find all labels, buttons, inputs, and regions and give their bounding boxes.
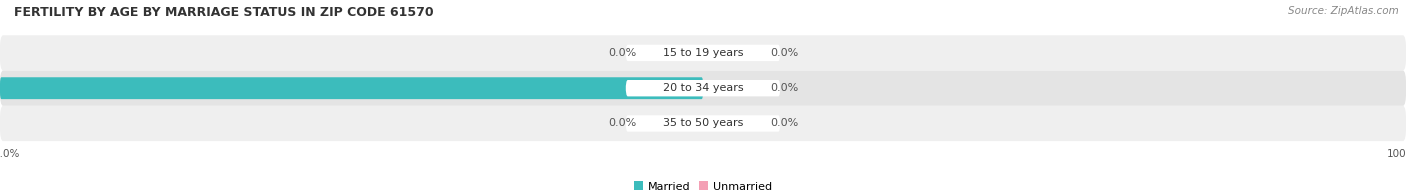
FancyBboxPatch shape: [647, 47, 703, 59]
FancyBboxPatch shape: [703, 117, 759, 130]
Text: 0.0%: 0.0%: [770, 118, 799, 129]
FancyBboxPatch shape: [626, 115, 780, 132]
Legend: Married, Unmarried: Married, Unmarried: [633, 179, 773, 194]
Text: 0.0%: 0.0%: [607, 118, 637, 129]
FancyBboxPatch shape: [0, 106, 1406, 141]
FancyBboxPatch shape: [703, 82, 759, 94]
Text: Source: ZipAtlas.com: Source: ZipAtlas.com: [1288, 6, 1399, 16]
FancyBboxPatch shape: [0, 35, 1406, 71]
Text: 0.0%: 0.0%: [770, 83, 799, 93]
FancyBboxPatch shape: [647, 117, 703, 130]
FancyBboxPatch shape: [0, 71, 1406, 106]
Text: FERTILITY BY AGE BY MARRIAGE STATUS IN ZIP CODE 61570: FERTILITY BY AGE BY MARRIAGE STATUS IN Z…: [14, 6, 433, 19]
Text: 15 to 19 years: 15 to 19 years: [662, 48, 744, 58]
FancyBboxPatch shape: [626, 45, 780, 61]
Text: 0.0%: 0.0%: [607, 48, 637, 58]
FancyBboxPatch shape: [0, 77, 703, 99]
Text: 20 to 34 years: 20 to 34 years: [662, 83, 744, 93]
FancyBboxPatch shape: [703, 47, 759, 59]
Text: 0.0%: 0.0%: [770, 48, 799, 58]
Text: 35 to 50 years: 35 to 50 years: [662, 118, 744, 129]
FancyBboxPatch shape: [626, 80, 780, 96]
